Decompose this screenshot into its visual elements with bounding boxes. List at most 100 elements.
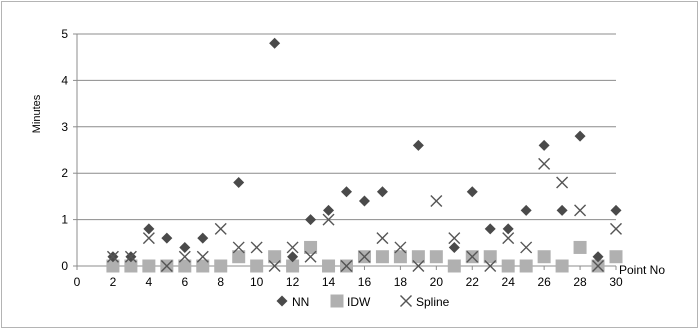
data-point-idw <box>250 259 264 273</box>
data-point-spline <box>214 222 227 235</box>
x-tick-label: 28 <box>573 275 587 289</box>
x-axis-label: Point No <box>619 263 665 277</box>
x-tick-label: 18 <box>394 275 408 289</box>
data-point-spline <box>484 260 497 272</box>
x-tick-label: 24 <box>502 275 516 289</box>
data-point-idw <box>322 259 336 273</box>
data-point-spline <box>124 250 137 263</box>
data-point-spline <box>196 250 209 263</box>
legend-marker <box>276 295 288 307</box>
data-point-idw <box>555 259 569 273</box>
data-point-idw <box>142 259 156 273</box>
data-point-idw <box>519 259 533 273</box>
x-tick-label: 30 <box>609 275 623 289</box>
data-point-idw <box>196 259 210 273</box>
data-point-spline <box>268 260 281 272</box>
data-point-spline <box>556 176 569 189</box>
data-point-spline <box>394 241 407 254</box>
data-point-spline <box>160 260 173 272</box>
data-point-nn <box>323 204 335 216</box>
x-tick-label: 10 <box>250 275 264 289</box>
legend-item-spline: Spline <box>400 295 450 309</box>
axes <box>73 33 617 270</box>
data-point-idw <box>214 259 228 273</box>
data-points <box>106 37 623 273</box>
data-point-idw <box>232 250 246 264</box>
data-point-nn <box>233 176 245 188</box>
legend-label: IDW <box>347 295 371 309</box>
data-point-spline <box>106 250 119 263</box>
x-tick-label: 20 <box>430 275 444 289</box>
data-point-nn <box>592 251 604 263</box>
data-point-nn <box>502 223 514 235</box>
y-tick-labels: 0 1 2 3 4 5 <box>61 27 68 273</box>
data-point-spline <box>448 232 461 245</box>
data-point-idw <box>268 250 282 264</box>
data-point-nn <box>520 204 532 216</box>
data-point-spline <box>574 204 587 217</box>
legend-marker <box>400 295 412 307</box>
data-point-idw <box>393 250 407 264</box>
data-point-idw <box>124 259 138 273</box>
legend-item-nn: NN <box>276 295 309 309</box>
data-point-nn <box>376 186 388 198</box>
y-tick-label: 0 <box>61 259 68 273</box>
data-point-spline <box>592 260 605 272</box>
data-point-spline <box>610 222 622 235</box>
data-point-spline <box>430 195 443 208</box>
data-point-spline <box>286 241 299 254</box>
data-point-nn <box>341 186 352 198</box>
data-point-spline <box>358 250 371 263</box>
data-point-spline <box>178 250 191 263</box>
data-point-spline <box>322 213 335 226</box>
data-point-nn <box>538 139 550 151</box>
data-point-spline <box>142 232 155 245</box>
data-point-idw <box>573 240 587 254</box>
legend-label: NN <box>292 295 309 309</box>
data-point-nn <box>143 223 155 235</box>
x-tick-label: 4 <box>146 275 153 289</box>
x-tick-label: 0 <box>74 275 81 289</box>
data-point-idw <box>483 250 497 264</box>
x-tick-label: 6 <box>181 275 188 289</box>
x-tick-label: 12 <box>286 275 300 289</box>
data-point-idw <box>286 259 300 273</box>
data-point-nn <box>197 232 209 244</box>
data-point-nn <box>610 204 622 216</box>
y-axis-label: Minutes <box>31 94 43 133</box>
data-point-spline <box>376 232 389 245</box>
y-tick-label: 4 <box>61 73 68 87</box>
x-tick-label: 14 <box>322 275 336 289</box>
data-point-spline <box>412 260 425 272</box>
data-point-spline <box>232 241 245 254</box>
data-point-nn <box>466 186 478 198</box>
data-point-nn <box>412 139 424 151</box>
x-tick-label: 2 <box>110 275 117 289</box>
data-point-idw <box>537 250 551 264</box>
data-point-nn <box>305 214 317 226</box>
data-point-nn <box>358 195 370 207</box>
y-tick-label: 3 <box>61 120 68 134</box>
y-tick-label: 1 <box>61 213 68 227</box>
data-point-idw <box>106 259 120 273</box>
legend: NN IDW Spline <box>276 294 450 309</box>
data-point-spline <box>250 241 263 254</box>
legend-marker <box>330 294 344 308</box>
data-point-nn <box>269 37 281 49</box>
data-point-spline <box>520 241 533 254</box>
data-point-spline <box>466 250 479 263</box>
data-point-idw <box>411 250 425 264</box>
data-point-nn <box>484 223 496 235</box>
data-point-nn <box>161 232 173 244</box>
data-point-idw <box>375 250 389 264</box>
x-tick-label: 22 <box>466 275 480 289</box>
data-point-idw <box>429 250 443 264</box>
data-point-spline <box>502 232 515 245</box>
x-tick-label: 8 <box>217 275 224 289</box>
data-point-idw <box>501 259 515 273</box>
data-point-idw <box>178 259 192 273</box>
data-point-idw <box>609 250 623 264</box>
data-point-spline <box>304 250 317 263</box>
